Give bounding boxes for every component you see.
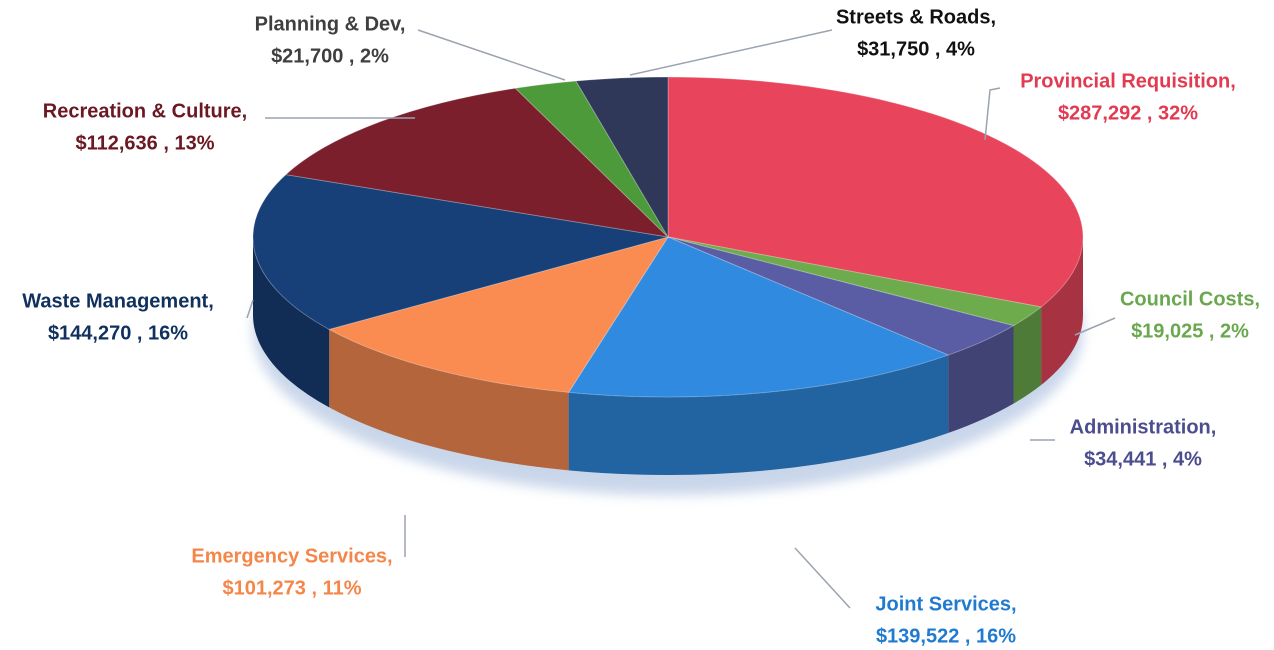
value-label: $101,273 , 11% (222, 577, 361, 599)
slice (667, 236, 1015, 356)
category-label: Council Costs, (1120, 288, 1260, 310)
slice (567, 236, 950, 398)
value-label: $287,292 , 32% (1058, 102, 1198, 124)
category-label: Emergency Services, (191, 545, 392, 567)
slice (667, 236, 1043, 327)
leader-line (246, 299, 254, 319)
category-label: Provincial Requisition, (1020, 70, 1236, 92)
value-label: $34,441 , 4% (1084, 448, 1202, 470)
slice-side (568, 355, 949, 475)
slice-side (253, 237, 330, 408)
value-label: $112,636 , 13% (75, 132, 214, 154)
slice-side (948, 325, 1014, 434)
leader-line (1074, 317, 1116, 336)
slice (284, 87, 670, 238)
slice (575, 76, 669, 239)
category-label: Planning & Dev, (255, 13, 406, 35)
leader-line (417, 29, 566, 81)
leader-line (629, 29, 833, 76)
category-label: Recreation & Culture, (43, 100, 247, 122)
value-label: $19,025 , 2% (1131, 320, 1249, 342)
value-label: $21,700 , 2% (271, 45, 389, 67)
slice-side (1041, 237, 1083, 386)
value-label: $139,522 , 16% (876, 625, 1016, 647)
leader-line (794, 547, 851, 609)
category-label: Waste Management, (22, 290, 214, 312)
value-label: $31,750 , 4% (857, 38, 975, 60)
slice-side (329, 329, 569, 471)
slice (514, 80, 669, 238)
leader-line (984, 87, 1001, 141)
slice (667, 76, 1084, 308)
slice-side (1013, 307, 1042, 404)
category-label: Administration, (1070, 416, 1217, 438)
slice (327, 236, 670, 393)
category-label: Joint Services, (875, 593, 1016, 615)
slice (252, 174, 669, 330)
category-label: Streets & Roads, (836, 6, 996, 28)
value-label: $144,270 , 16% (48, 322, 188, 344)
